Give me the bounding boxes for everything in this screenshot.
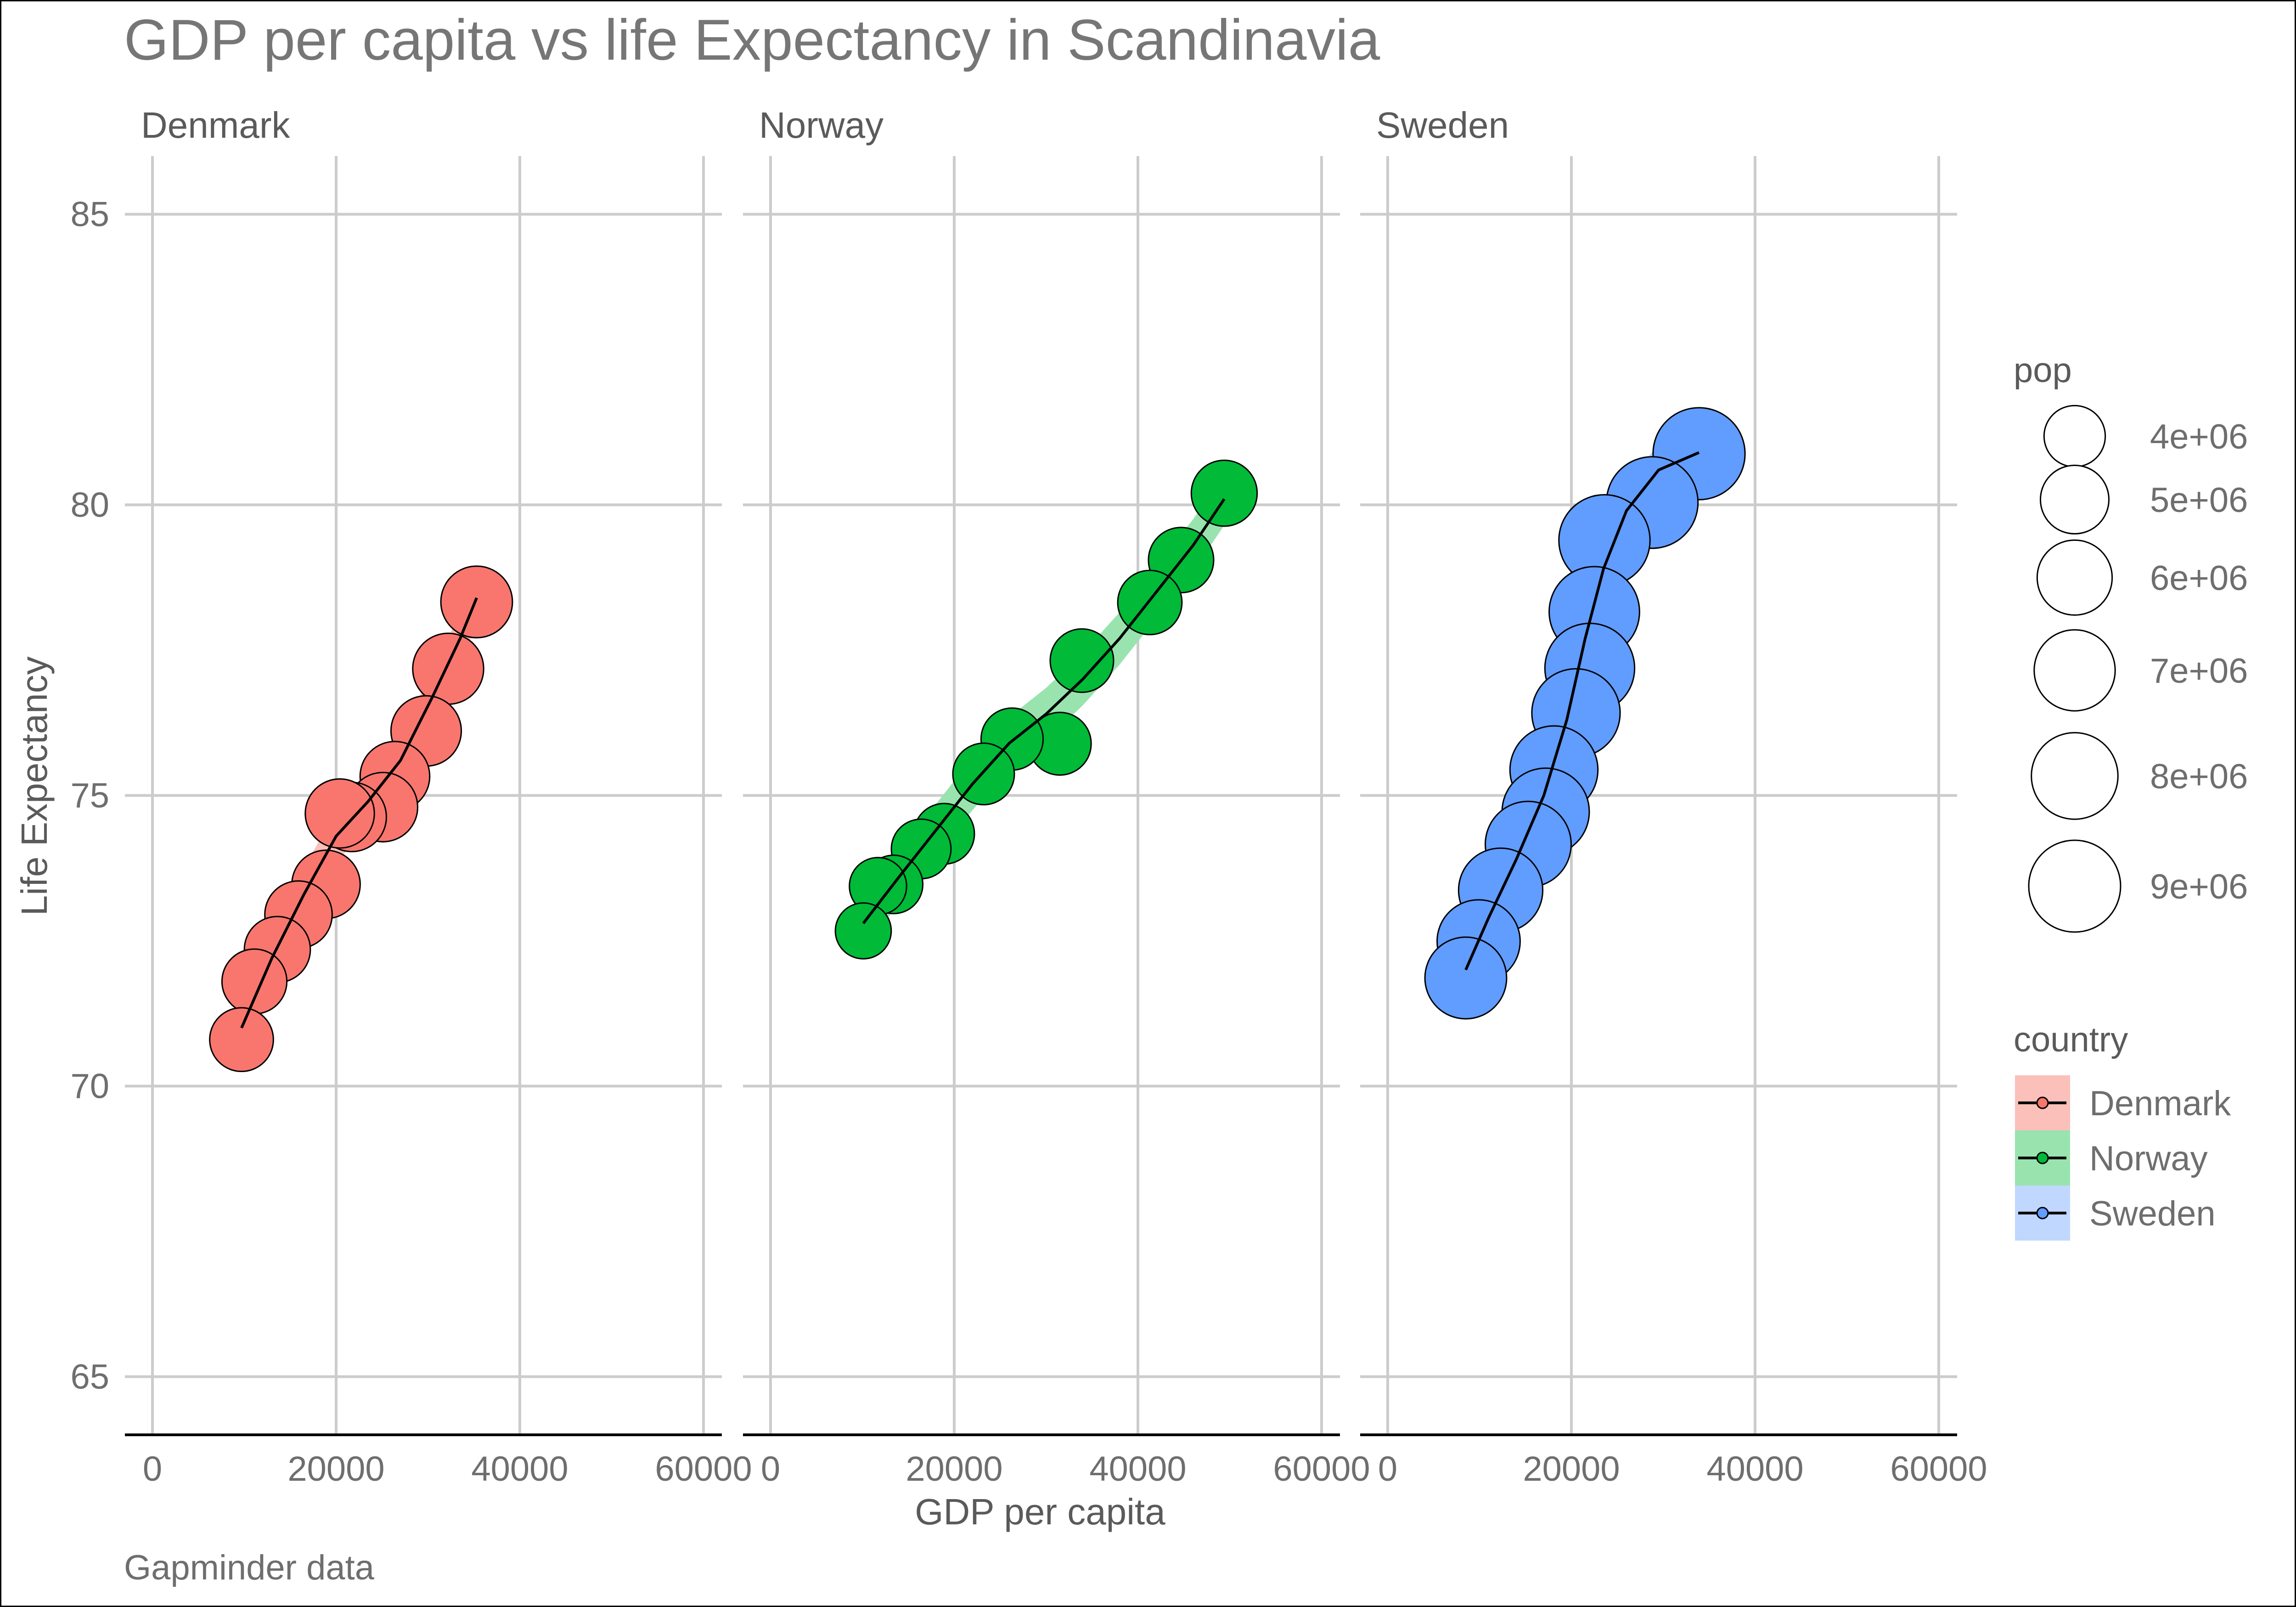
x-tick-label: 60000 <box>1273 1450 1370 1489</box>
legend-color-title: country <box>2014 1020 2128 1059</box>
legend-key-point <box>2036 1152 2049 1164</box>
legend-size-label: 9e+06 <box>2150 867 2248 906</box>
x-tick-label: 0 <box>761 1450 780 1489</box>
data-point <box>1190 460 1258 527</box>
x-tick-label: 60000 <box>655 1450 752 1489</box>
legend: pop 4e+06 5e+06 6e+06 7e+06 8e+06 9e+06 country… <box>2014 351 2248 1241</box>
legend-size-label: 4e+06 <box>2150 417 2248 456</box>
data-point <box>834 902 892 960</box>
x-tick-label: 40000 <box>1089 1450 1186 1489</box>
y-axis-title: Life Expectancy <box>14 657 55 916</box>
x-tick-label: 40000 <box>471 1450 568 1489</box>
facet-strip-label: Norway <box>759 105 884 146</box>
y-tick-label: 85 <box>70 195 109 234</box>
legend-key-point <box>2036 1096 2049 1109</box>
legend-size-key <box>2039 464 2110 535</box>
x-tick-label: 60000 <box>1890 1450 1987 1489</box>
data-point <box>1424 936 1508 1020</box>
x-tick-label: 0 <box>143 1450 162 1489</box>
x-axis-title: GDP per capita <box>915 1491 1165 1532</box>
legend-size-key <box>2043 405 2106 468</box>
data-point <box>221 948 288 1015</box>
smooth-line <box>240 597 478 1029</box>
data-point <box>412 632 484 705</box>
y-tick-label: 70 <box>70 1067 109 1106</box>
data-point <box>304 778 375 849</box>
data-point <box>1117 569 1183 635</box>
y-tick-label: 65 <box>70 1357 109 1396</box>
facet-panel-norway: Norway 0 20000 40000 60000 <box>743 105 1370 1489</box>
legend-size-key <box>2033 629 2116 712</box>
x-tick-label: 40000 <box>1706 1450 1803 1489</box>
y-tick-label: 75 <box>70 776 109 815</box>
x-tick-label: 20000 <box>1523 1450 1620 1489</box>
chart-caption: Gapminder data <box>124 1548 375 1587</box>
data-point <box>440 565 513 639</box>
smooth-line <box>862 498 1226 924</box>
facet-panel-denmark: Denmark 0 20000 40000 60000 65 70 75 80 85 <box>70 105 752 1489</box>
legend-size-key <box>2031 732 2119 820</box>
legend-size-label: 8e+06 <box>2150 757 2248 796</box>
legend-size-key <box>2028 839 2122 933</box>
x-tick-label: 20000 <box>906 1450 1002 1489</box>
x-tick-label: 0 <box>1378 1450 1397 1489</box>
chart-title: GDP per capita vs life Expectancy in Sca… <box>124 8 1380 72</box>
legend-size-label: 5e+06 <box>2150 481 2248 520</box>
legend-size-title: pop <box>2014 351 2072 390</box>
x-tick-label: 20000 <box>287 1450 384 1489</box>
y-tick-label: 80 <box>70 486 109 525</box>
facet-panel-sweden: Sweden 0 20000 40000 60000 <box>1360 105 1987 1489</box>
facet-panels: Denmark 0 20000 40000 60000 65 70 75 80 85 Norway 0… <box>70 105 1987 1489</box>
legend-country-label: Denmark <box>2089 1084 2231 1123</box>
legend-size-key <box>2036 539 2113 616</box>
legend-country-label: Norway <box>2089 1139 2208 1178</box>
data-point <box>1049 628 1114 693</box>
legend-country-label: Sweden <box>2089 1194 2216 1233</box>
legend-size-label: 7e+06 <box>2150 652 2248 691</box>
data-point <box>209 1007 274 1073</box>
legend-size-label: 6e+06 <box>2150 559 2248 598</box>
legend-key-point <box>2036 1207 2049 1219</box>
facet-strip-label: Sweden <box>1376 105 1509 146</box>
facet-strip-label: Denmark <box>141 105 291 146</box>
smooth-line <box>1464 451 1700 971</box>
